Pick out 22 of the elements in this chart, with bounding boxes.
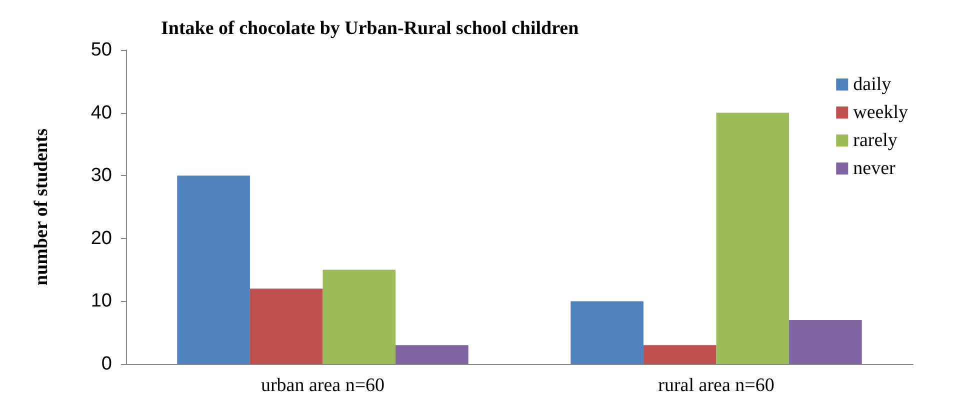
- y-tick-label: 50: [90, 40, 112, 60]
- bar: [396, 345, 468, 364]
- bar: [177, 176, 250, 364]
- bar: [250, 288, 323, 364]
- legend-label: never: [853, 158, 896, 179]
- bar: [570, 301, 644, 364]
- y-axis-title: number of students: [31, 128, 52, 286]
- legend-label: rarely: [853, 130, 898, 151]
- legend-label: daily: [853, 74, 892, 95]
- y-tick-label: 40: [90, 102, 112, 124]
- bar: [322, 270, 396, 364]
- y-tick-label: 0: [101, 354, 112, 374]
- y-tick-label: 10: [90, 290, 112, 312]
- y-tick-label: 20: [90, 228, 112, 249]
- chart-title: Intake of chocolate by Urban-Rural school children: [161, 18, 580, 39]
- x-tick-label: rural area n=60: [658, 375, 774, 396]
- bar: [716, 112, 790, 364]
- bar: [643, 345, 716, 364]
- legend-label: weekly: [853, 102, 908, 123]
- bar: [789, 320, 862, 364]
- x-tick-label: urban area n=60: [260, 375, 385, 396]
- y-tick-label: 30: [90, 165, 112, 186]
